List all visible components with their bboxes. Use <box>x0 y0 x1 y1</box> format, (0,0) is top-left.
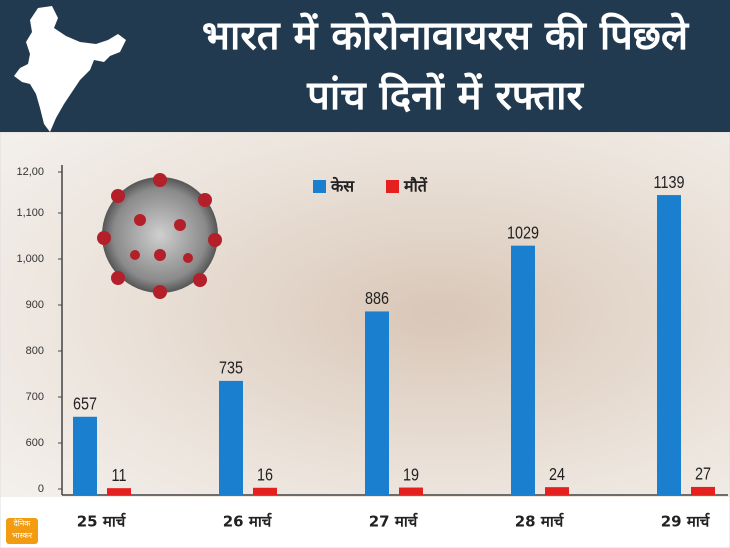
title: भारत में कोरोनावायरस की पिछले पांच दिनों… <box>201 13 689 119</box>
x-tick-label: 26 मार्च <box>223 513 273 531</box>
value-label: 24 <box>549 464 565 484</box>
y-tick-label: 700 <box>26 391 44 403</box>
value-label: 27 <box>695 464 711 484</box>
value-label: 16 <box>257 465 273 485</box>
bar <box>253 487 277 495</box>
header: भारत में कोरोनावायरस की पिछले पांच दिनों… <box>0 0 730 132</box>
legend-swatch <box>313 180 326 193</box>
bar <box>545 487 569 495</box>
value-label: 11 <box>112 465 127 485</box>
value-label: 19 <box>403 465 419 485</box>
legend-swatch <box>386 180 399 193</box>
logo: दैनिक भास्कर <box>6 518 38 544</box>
y-tick-label: 12,00 <box>16 166 44 178</box>
bar <box>657 195 681 495</box>
india-map <box>14 6 126 132</box>
bar <box>365 311 389 495</box>
bar <box>73 416 97 495</box>
legend-label: मौतें <box>403 177 428 196</box>
y-tick-label: 900 <box>26 299 44 311</box>
bar <box>107 488 131 495</box>
virus-illustration <box>97 173 222 299</box>
bar <box>511 245 535 495</box>
category-band <box>0 497 730 548</box>
value-label: 886 <box>365 289 389 309</box>
x-tick-label: 28 मार्च <box>515 513 565 531</box>
y-tick-label: 1,100 <box>16 207 44 219</box>
bar <box>691 486 715 495</box>
x-tick-label: 25 मार्च <box>77 513 127 531</box>
y-tick-label: 800 <box>26 345 44 357</box>
value-label: 1029 <box>507 223 539 243</box>
value-label: 657 <box>73 394 97 414</box>
y-tick-label: 1,000 <box>16 253 44 265</box>
bar <box>219 380 243 495</box>
y-tick-label: 600 <box>26 437 44 449</box>
frame <box>0 131 730 548</box>
x-tick-label: 29 मार्च <box>661 513 711 531</box>
x-tick-label: 27 मार्च <box>369 513 419 531</box>
value-label: 1139 <box>654 172 685 192</box>
bar <box>399 487 423 495</box>
value-label: 735 <box>219 358 243 378</box>
y-tick-label: 0 <box>38 483 44 495</box>
legend-label: केस <box>330 177 355 196</box>
